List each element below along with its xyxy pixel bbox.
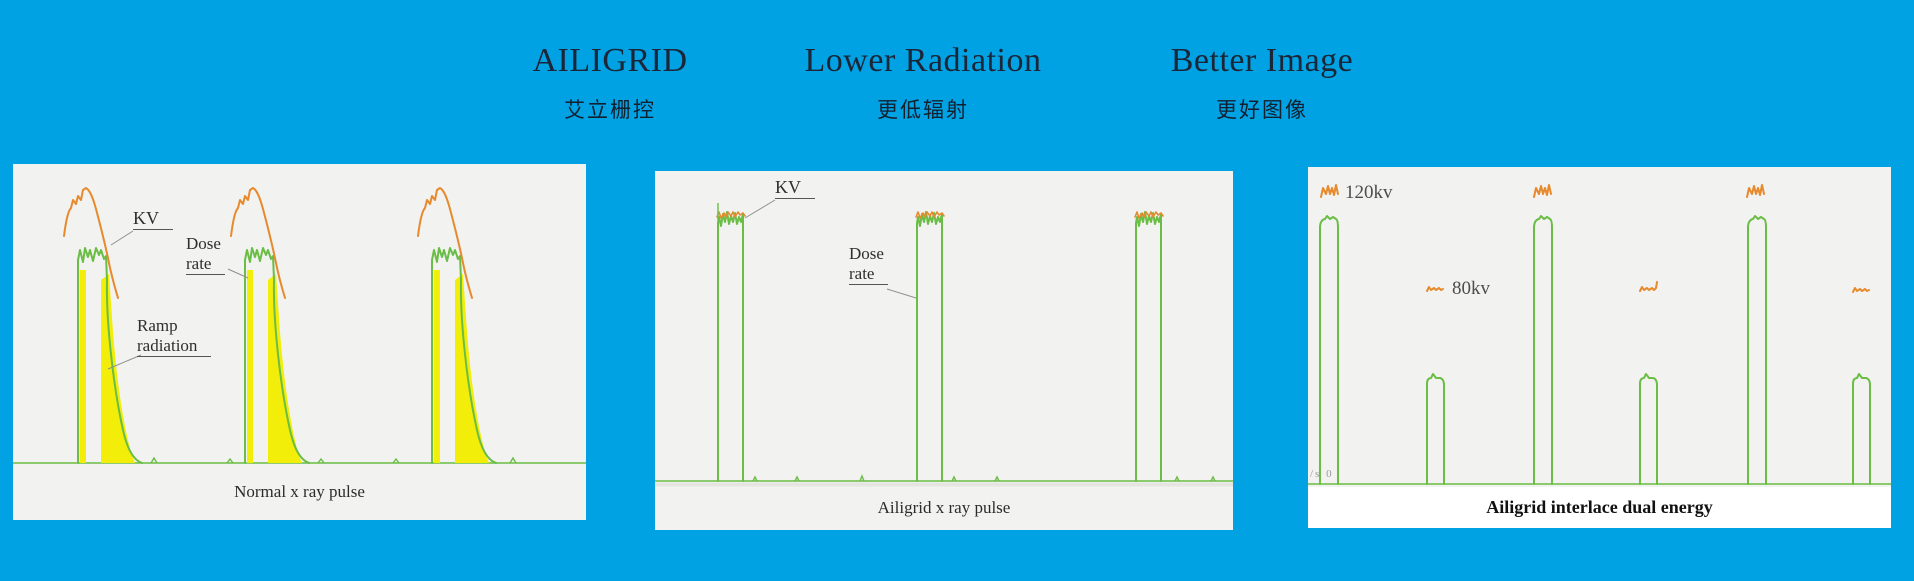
dose-label-line1: Dose [849, 244, 884, 263]
ramp-label-line1: Ramp [137, 316, 178, 335]
panel2-caption: Ailigrid x ray pulse [877, 498, 1011, 517]
panel3-caption: Ailigrid interlace dual energy [1308, 487, 1891, 528]
baseline-shadow [655, 482, 1233, 487]
title-ailigrid: AILIGRID [532, 42, 688, 79]
ramp-radiation-label: Ramp radiation [137, 316, 212, 357]
baseline-ticks [150, 456, 517, 464]
dose-rate-label: Dose rate [186, 234, 226, 275]
panel-ailigrid-x-ray-pulse: KV Dose rate Ailigrid x ray pulse [655, 171, 1233, 530]
kv-label: KV [775, 177, 815, 199]
title-better-image: Better Image [1170, 42, 1354, 79]
panel-normal-x-ray-pulse: KV Dose rate Ramp radiation Normal x ray… [13, 164, 586, 520]
normal-pulse-waveform [13, 187, 586, 464]
subtitle-lower-radiation: 更低辐射 [877, 98, 969, 122]
kv80-squiggle-icon [1639, 281, 1658, 292]
leader-lines [744, 199, 917, 299]
kv-label-text: KV [775, 177, 815, 199]
panel1-caption: Normal x ray pulse [234, 482, 365, 501]
header-block-better-image: Better Image 更好图像 [1012, 0, 1512, 124]
dose-label-line2: rate [849, 264, 889, 285]
kv-120-label: 120kv [1345, 182, 1393, 203]
dose-label-line1: Dose [186, 234, 221, 253]
subtitle-better-image: 更好图像 [1216, 98, 1308, 122]
ramp-label-line2: radiation [137, 336, 212, 357]
subtitle-ailigrid: 艾立栅控 [564, 98, 656, 122]
dose-rate-label: Dose rate [849, 244, 889, 285]
kv-label: KV [133, 208, 173, 230]
leader-lines [107, 230, 249, 370]
ailigrid-pulse-waveform [655, 199, 1233, 487]
baseline-ticks [752, 474, 1216, 482]
scope-readout: /s 0 [1310, 468, 1334, 480]
dose-label-line2: rate [186, 254, 226, 275]
header-block-lower-radiation: Lower Radiation 更低辐射 [673, 0, 1173, 124]
dual-energy-waveform [1308, 184, 1891, 485]
kv-80-label: 80kv [1452, 278, 1490, 299]
header-block-ailigrid: AILIGRID 艾立栅控 [360, 0, 860, 124]
panel-ailigrid-interlace-dual-energy: 120kv 80kv /s 0 Ailigrid interlace dual … [1308, 167, 1891, 528]
title-lower-radiation: Lower Radiation [804, 42, 1042, 79]
kv-label-text: KV [133, 208, 173, 230]
